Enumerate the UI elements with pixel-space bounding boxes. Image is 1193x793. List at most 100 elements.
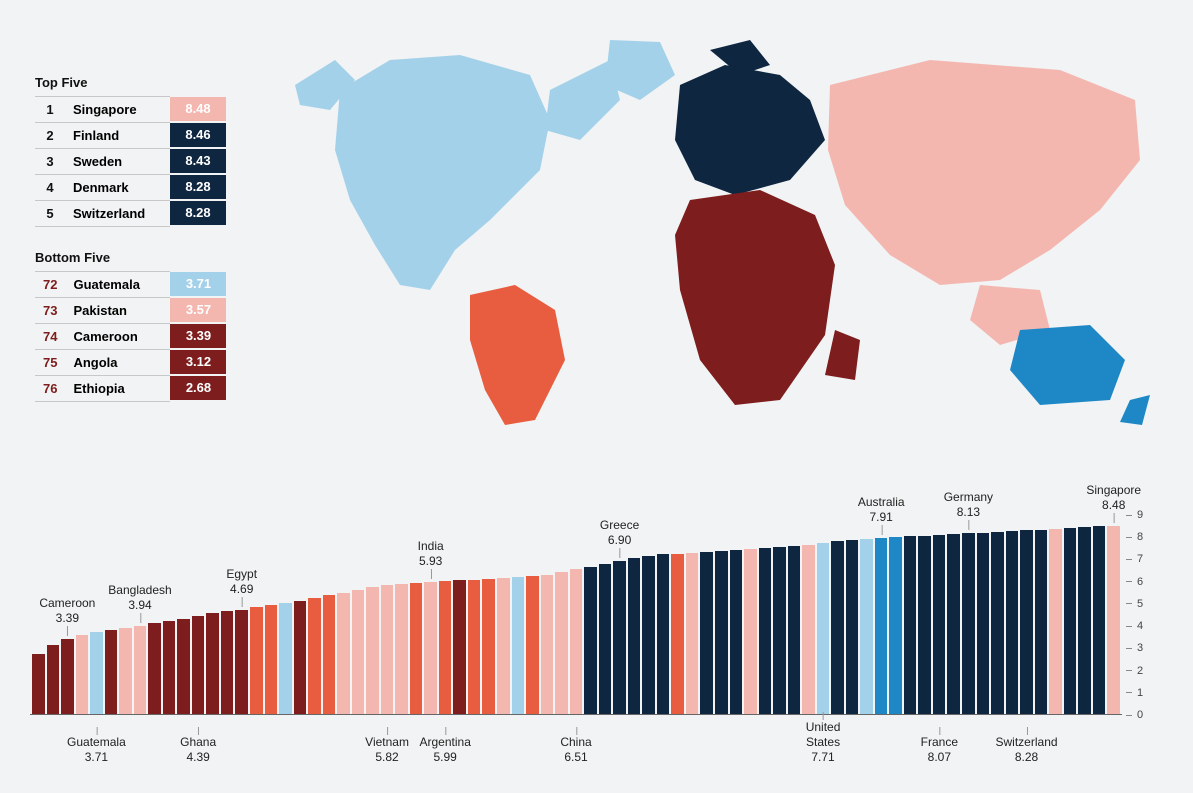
y-tick: 4 [1126,620,1160,632]
value-cell: 8.28 [170,201,226,227]
callout-value: 7.91 [858,510,905,525]
bar [61,639,74,714]
bar [671,554,684,714]
bar-callout: Australia7.91 [858,495,905,525]
bar [250,607,263,714]
bar-chart-plot [30,515,1122,715]
country-cell: Switzerland [65,201,170,227]
rank-cell: 72 [35,272,65,298]
callout-value: 8.28 [996,750,1058,765]
callout-name: Egypt [226,567,257,582]
bar [686,553,699,714]
bar-callout: Greece6.90 [600,518,639,548]
callout-value: 6.90 [600,533,639,548]
bar-callout: Vietnam5.82 [365,735,409,765]
callout-name: India [418,539,444,554]
y-tick: 7 [1126,553,1160,565]
callout-name: Bangladesh [108,583,171,598]
callout-value: 4.69 [226,582,257,597]
bar [395,584,408,714]
map-europe [675,40,825,195]
bar [352,590,365,714]
y-tick: 5 [1126,598,1160,610]
bar [439,581,452,714]
rank-cell: 2 [35,123,65,149]
callout-line [939,727,940,735]
bar [904,536,917,714]
country-cell: Finland [65,123,170,149]
bottom-five-table: Bottom Five 72Guatemala3.7173Pakistan3.5… [35,250,226,402]
callout-value: 7.71 [806,750,841,765]
bar-callout: Switzerland8.28 [996,735,1058,765]
bar [875,538,888,714]
callout-name: UnitedStates [806,720,841,750]
bar [235,610,248,714]
world-map [280,30,1160,430]
rank-cell: 5 [35,201,65,227]
bar-callout: Singapore8.48 [1086,483,1141,513]
bar-callout: Germany8.13 [944,490,993,520]
bar [381,585,394,714]
country-cell: Angola [65,350,170,376]
map-south-america [470,285,565,425]
table-row: 2Finland8.46 [35,123,226,149]
bar [76,635,89,714]
bar [1093,526,1106,714]
country-cell: Singapore [65,97,170,123]
callout-line [968,520,969,530]
callout-line [620,548,621,558]
callout-value: 8.48 [1086,498,1141,513]
callout-value: 3.71 [67,750,126,765]
table-row: 4Denmark8.28 [35,175,226,201]
bar [613,561,626,714]
map-north-america [295,55,620,290]
table-row: 72Guatemala3.71 [35,272,226,298]
bar [860,539,873,714]
callout-value: 6.51 [560,750,591,765]
callout-name: Vietnam [365,735,409,750]
y-tick: 2 [1126,665,1160,677]
bar [526,576,539,714]
bar [1049,529,1062,714]
bar [337,593,350,714]
value-cell: 2.68 [170,376,226,402]
bar [366,587,379,714]
bar [1006,531,1019,714]
callout-name: Guatemala [67,735,126,750]
callout-line [387,727,388,735]
table-row: 73Pakistan3.57 [35,298,226,324]
table-row: 5Switzerland8.28 [35,201,226,227]
bar [759,548,772,714]
callout-name: Germany [944,490,993,505]
bar-callout: India5.93 [418,539,444,569]
callout-name: France [921,735,958,750]
bar [410,583,423,714]
bottom-five-title: Bottom Five [35,250,226,271]
bar [599,564,612,714]
callout-line [881,525,882,535]
callout-name: Switzerland [996,735,1058,750]
value-cell: 8.46 [170,123,226,149]
callout-line [96,727,97,735]
callout-value: 4.39 [180,750,216,765]
callout-line [198,727,199,735]
value-cell: 8.43 [170,149,226,175]
value-cell: 8.28 [170,175,226,201]
y-tick: 0 [1126,709,1160,721]
bar [541,575,554,714]
map-asia [828,60,1140,345]
bar [773,547,786,714]
callout-line [576,727,577,735]
bar [715,551,728,714]
bar [700,552,713,714]
bar [47,645,60,714]
callout-value: 5.99 [420,750,471,765]
bar [846,540,859,714]
table-row: 76Ethiopia2.68 [35,376,226,402]
bar [279,603,292,714]
bar [453,580,466,714]
country-cell: Sweden [65,149,170,175]
callout-value: 8.07 [921,750,958,765]
callout-value: 5.82 [365,750,409,765]
callout-line [67,626,68,636]
